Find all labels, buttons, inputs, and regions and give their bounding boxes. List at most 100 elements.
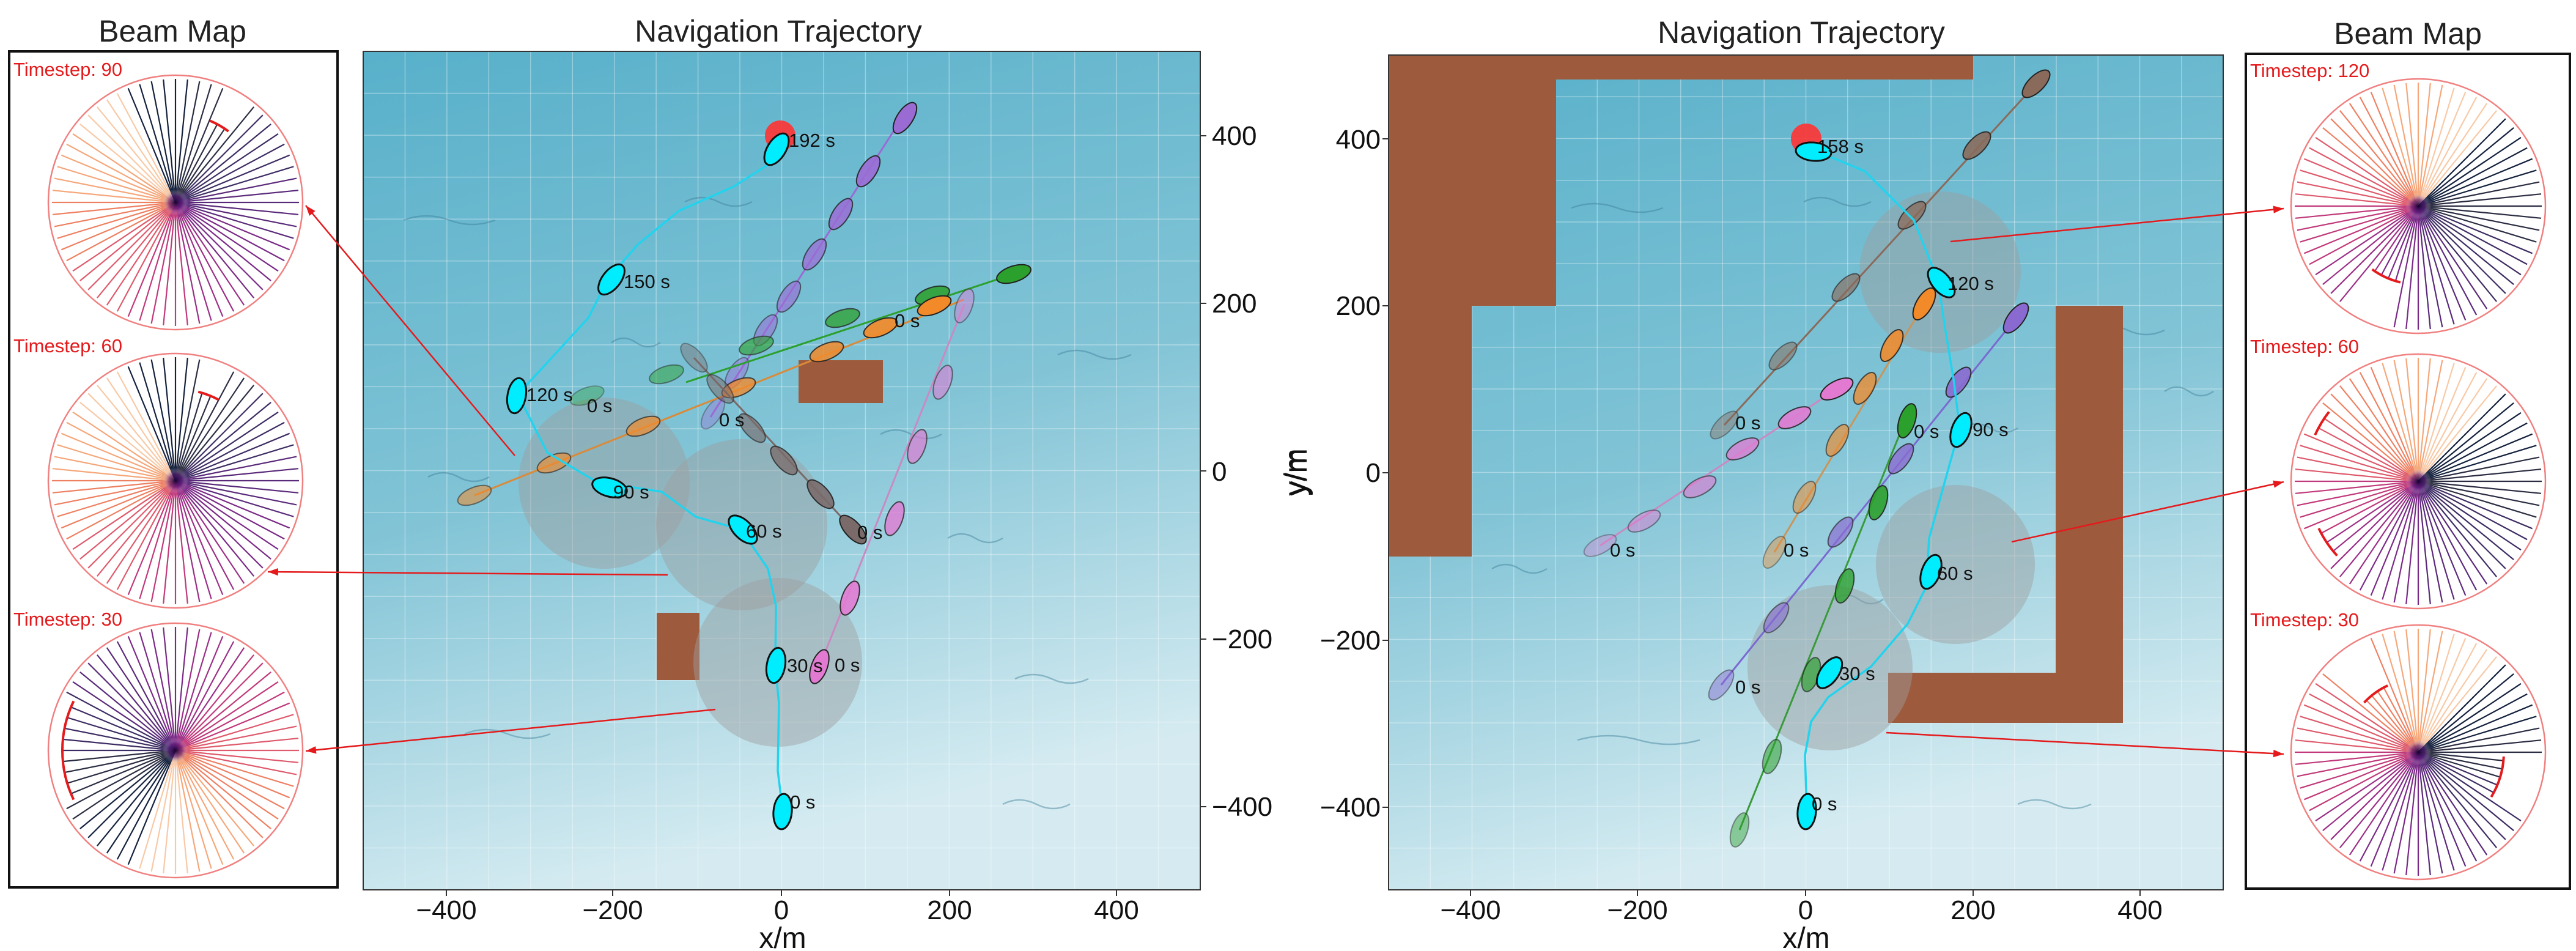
- beam-ray: [2418, 752, 2497, 848]
- beam-ray: [175, 402, 271, 481]
- wave-line: [2164, 386, 2214, 397]
- ship-marker: [806, 479, 835, 509]
- beam-ray: [87, 662, 176, 751]
- beam-ray: [2417, 481, 2455, 600]
- beam-ray: [175, 750, 285, 810]
- beam-ray: [2393, 205, 2419, 328]
- wave-line: [2017, 799, 2092, 810]
- left-y-tick-4: −200: [1212, 624, 1272, 654]
- ownship-marker: [591, 476, 628, 498]
- beam-ray: [116, 750, 176, 860]
- beam-ray: [2330, 393, 2419, 482]
- beam-ray: [52, 201, 176, 215]
- beam-ray: [106, 647, 176, 751]
- beam-ray: [2417, 631, 2443, 753]
- beam-ray: [2349, 481, 2419, 585]
- beam-ray: [79, 124, 176, 203]
- beam-ray: [175, 202, 254, 298]
- beam-ray: [66, 202, 176, 262]
- beam-ray: [2349, 378, 2419, 482]
- connector-line: [1950, 207, 2284, 243]
- beam-ray: [175, 166, 294, 204]
- right-ownship-label-5: 30 s: [1839, 663, 1875, 684]
- ship-marker: [626, 415, 661, 437]
- beam-ray: [2370, 366, 2419, 482]
- beam-ray: [66, 750, 176, 810]
- wave-line: [427, 472, 490, 483]
- beam-ray: [2320, 481, 2419, 534]
- beam-ray: [2418, 422, 2528, 482]
- right-y-tick-4: −200: [1320, 626, 1381, 656]
- beam-ray: [175, 480, 254, 577]
- wave-line: [1014, 673, 1089, 684]
- ship-marker: [706, 374, 734, 404]
- beam-ray: [2322, 402, 2419, 482]
- ownship-marker: [506, 377, 528, 415]
- obstacle-arc: [2363, 684, 2388, 704]
- beam-ray: [2418, 110, 2497, 207]
- beam-ray: [2309, 205, 2419, 265]
- beam-ray: [175, 750, 254, 846]
- beam-ray: [2300, 445, 2419, 483]
- beam-ray: [175, 411, 279, 481]
- beam-ray: [2382, 481, 2419, 600]
- ship-marker: [680, 342, 708, 373]
- beam-ray: [163, 480, 177, 604]
- beam-ray: [2300, 716, 2419, 753]
- beam-ray: [174, 202, 188, 326]
- beam-ray: [2418, 481, 2506, 569]
- beam-ray: [52, 190, 176, 204]
- wave-line: [880, 429, 942, 440]
- obstacle-arc: [2314, 411, 2330, 436]
- beam-ray: [2322, 673, 2419, 753]
- right-y-tick-1: 400: [1336, 125, 1381, 155]
- beam-ray: [116, 480, 176, 590]
- beam-ray: [87, 393, 176, 481]
- right-land-top-left: [1389, 55, 1556, 306]
- left-beam-map-2: [47, 352, 304, 609]
- beam-ray: [2322, 127, 2419, 207]
- right-ownship-label-3: 90 s: [1973, 419, 2009, 440]
- beam-ray: [175, 128, 226, 203]
- right-y-tick-2: 200: [1336, 291, 1381, 321]
- left-x-tick-2: −200: [582, 895, 643, 925]
- beam-ray: [2418, 481, 2478, 591]
- beam-ray: [2330, 481, 2419, 569]
- right-x-axis-label: x/m: [1782, 922, 1829, 951]
- beam-center: [2405, 468, 2432, 495]
- beam-ray: [2382, 87, 2419, 207]
- beam-ray: [174, 480, 188, 604]
- left-navigation-plot: Navigation Trajectory −400 −200 0 200 40…: [363, 14, 1313, 951]
- left-y-tick-1: 400: [1212, 121, 1257, 151]
- arrow-head: [306, 746, 317, 754]
- beam-ray: [2418, 480, 2540, 506]
- beam-center: [162, 189, 189, 216]
- beam-ray: [2330, 205, 2419, 294]
- beam-ray: [2418, 480, 2533, 530]
- wave-line: [1577, 735, 1700, 746]
- beam-ray: [72, 480, 176, 550]
- wave-line: [1571, 202, 1664, 213]
- connector-line: [2011, 481, 2284, 543]
- beam-ray: [2417, 481, 2467, 596]
- ship-marker: [1834, 568, 1855, 604]
- beam-ray: [2295, 468, 2419, 483]
- beam-ray: [2295, 480, 2419, 494]
- beam-ray: [2418, 393, 2506, 482]
- beam-ray: [2349, 103, 2419, 207]
- wave-line: [1057, 349, 1132, 360]
- ship-marker: [825, 308, 860, 328]
- right-ship-tracks: [1583, 69, 2051, 848]
- track-line: [685, 273, 1014, 383]
- ship-marker: [1627, 509, 1661, 533]
- beam-ray: [106, 750, 176, 854]
- beam-ray: [175, 479, 299, 494]
- wave-line: [1491, 563, 1548, 574]
- left-plot-grid: [363, 51, 1200, 890]
- beam-ray: [174, 202, 212, 321]
- beam-ray: [79, 480, 176, 560]
- beam-ray: [2405, 205, 2419, 330]
- left-ship-tracks: [457, 102, 1032, 684]
- beam-ray: [175, 480, 285, 540]
- beam-ray: [2418, 704, 2533, 753]
